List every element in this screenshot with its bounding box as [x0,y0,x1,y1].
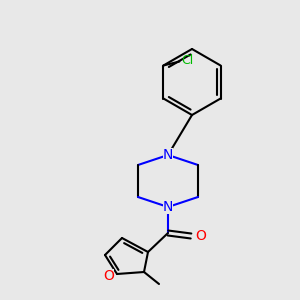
Text: Cl: Cl [182,54,194,67]
Text: O: O [103,269,114,283]
Text: N: N [163,200,173,214]
Text: O: O [195,229,206,243]
Text: N: N [163,148,173,162]
